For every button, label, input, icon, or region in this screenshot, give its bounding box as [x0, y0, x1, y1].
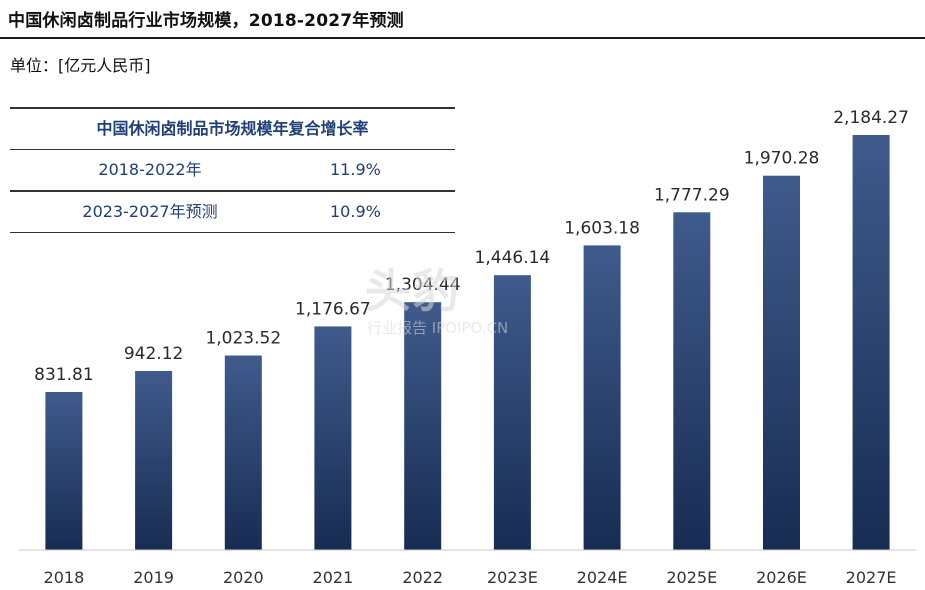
data-label-2022: 1,304.44: [385, 275, 461, 295]
x-axis-ticks: 2018 2019 2020 2021 2022 2023E 2024E 2025E 2026E…: [44, 568, 897, 587]
cagr-table-bottom-rule: [10, 231, 455, 233]
data-label-2019: 942.12: [124, 344, 183, 364]
unit-label: 单位：[亿元人民币]: [10, 56, 151, 75]
bar-2026E: [763, 175, 800, 550]
cagr-value: 11.9%: [330, 160, 381, 179]
x-tick-2023E: 2023E: [487, 568, 538, 587]
cagr-period: 2023-2027年预测: [82, 201, 218, 221]
x-tick-2025E: 2025E: [666, 568, 717, 587]
bar-2021: [314, 326, 352, 550]
cagr-table-rule: [10, 148, 455, 150]
data-label-2026E: 1,970.28: [744, 149, 820, 169]
bar-2023E: [493, 275, 531, 550]
data-label-2020: 1,023.52: [205, 329, 281, 349]
bars-group: [45, 135, 890, 551]
x-tick-2021: 2021: [313, 568, 354, 587]
cagr-row: 2018-2022年 11.9%: [10, 150, 455, 190]
x-tick-2020: 2020: [223, 568, 264, 587]
x-tick-2022: 2022: [402, 568, 443, 587]
cagr-table-rule: [10, 190, 455, 192]
data-label-2027E: 2,184.27: [833, 108, 909, 128]
x-tick-2026E: 2026E: [756, 568, 807, 587]
bar-2018: [45, 392, 83, 550]
data-label-2023E: 1,446.14: [475, 248, 551, 268]
cagr-table-top-rule: [10, 107, 455, 109]
x-tick-2024E: 2024E: [577, 568, 628, 587]
value-labels-group: 831.81 942.12 1,023.52 1,176.67 1,304.44 1,44…: [34, 108, 909, 385]
x-tick-2027E: 2027E: [846, 568, 897, 587]
bar-2022: [404, 302, 442, 550]
x-tick-2018: 2018: [44, 568, 85, 587]
data-label-2025E: 1,777.29: [654, 185, 730, 205]
bar-2024E: [583, 245, 621, 550]
title-divider: [0, 37, 925, 39]
data-label-2021: 1,176.67: [295, 299, 371, 319]
chart-title: 中国休闲卤制品行业市场规模，2018-2027年预测: [8, 11, 404, 31]
bar-2025E: [673, 212, 711, 551]
cagr-value: 10.9%: [330, 201, 381, 221]
cagr-period: 2018-2022年: [98, 160, 202, 179]
bar-2020: [224, 355, 262, 550]
bar-2027E: [852, 135, 890, 550]
bar-2019: [135, 371, 173, 550]
data-label-2018: 831.81: [34, 365, 93, 385]
data-label-2024E: 1,603.18: [564, 218, 640, 238]
cagr-table-header: 中国休闲卤制品市场规模年复合增长率: [96, 118, 369, 138]
cagr-table: 中国休闲卤制品市场规模年复合增长率 2018-2022年 11.9% 2023-…: [10, 107, 455, 233]
x-tick-2019: 2019: [133, 568, 174, 587]
cagr-row: 2023-2027年预测 10.9%: [10, 192, 455, 232]
